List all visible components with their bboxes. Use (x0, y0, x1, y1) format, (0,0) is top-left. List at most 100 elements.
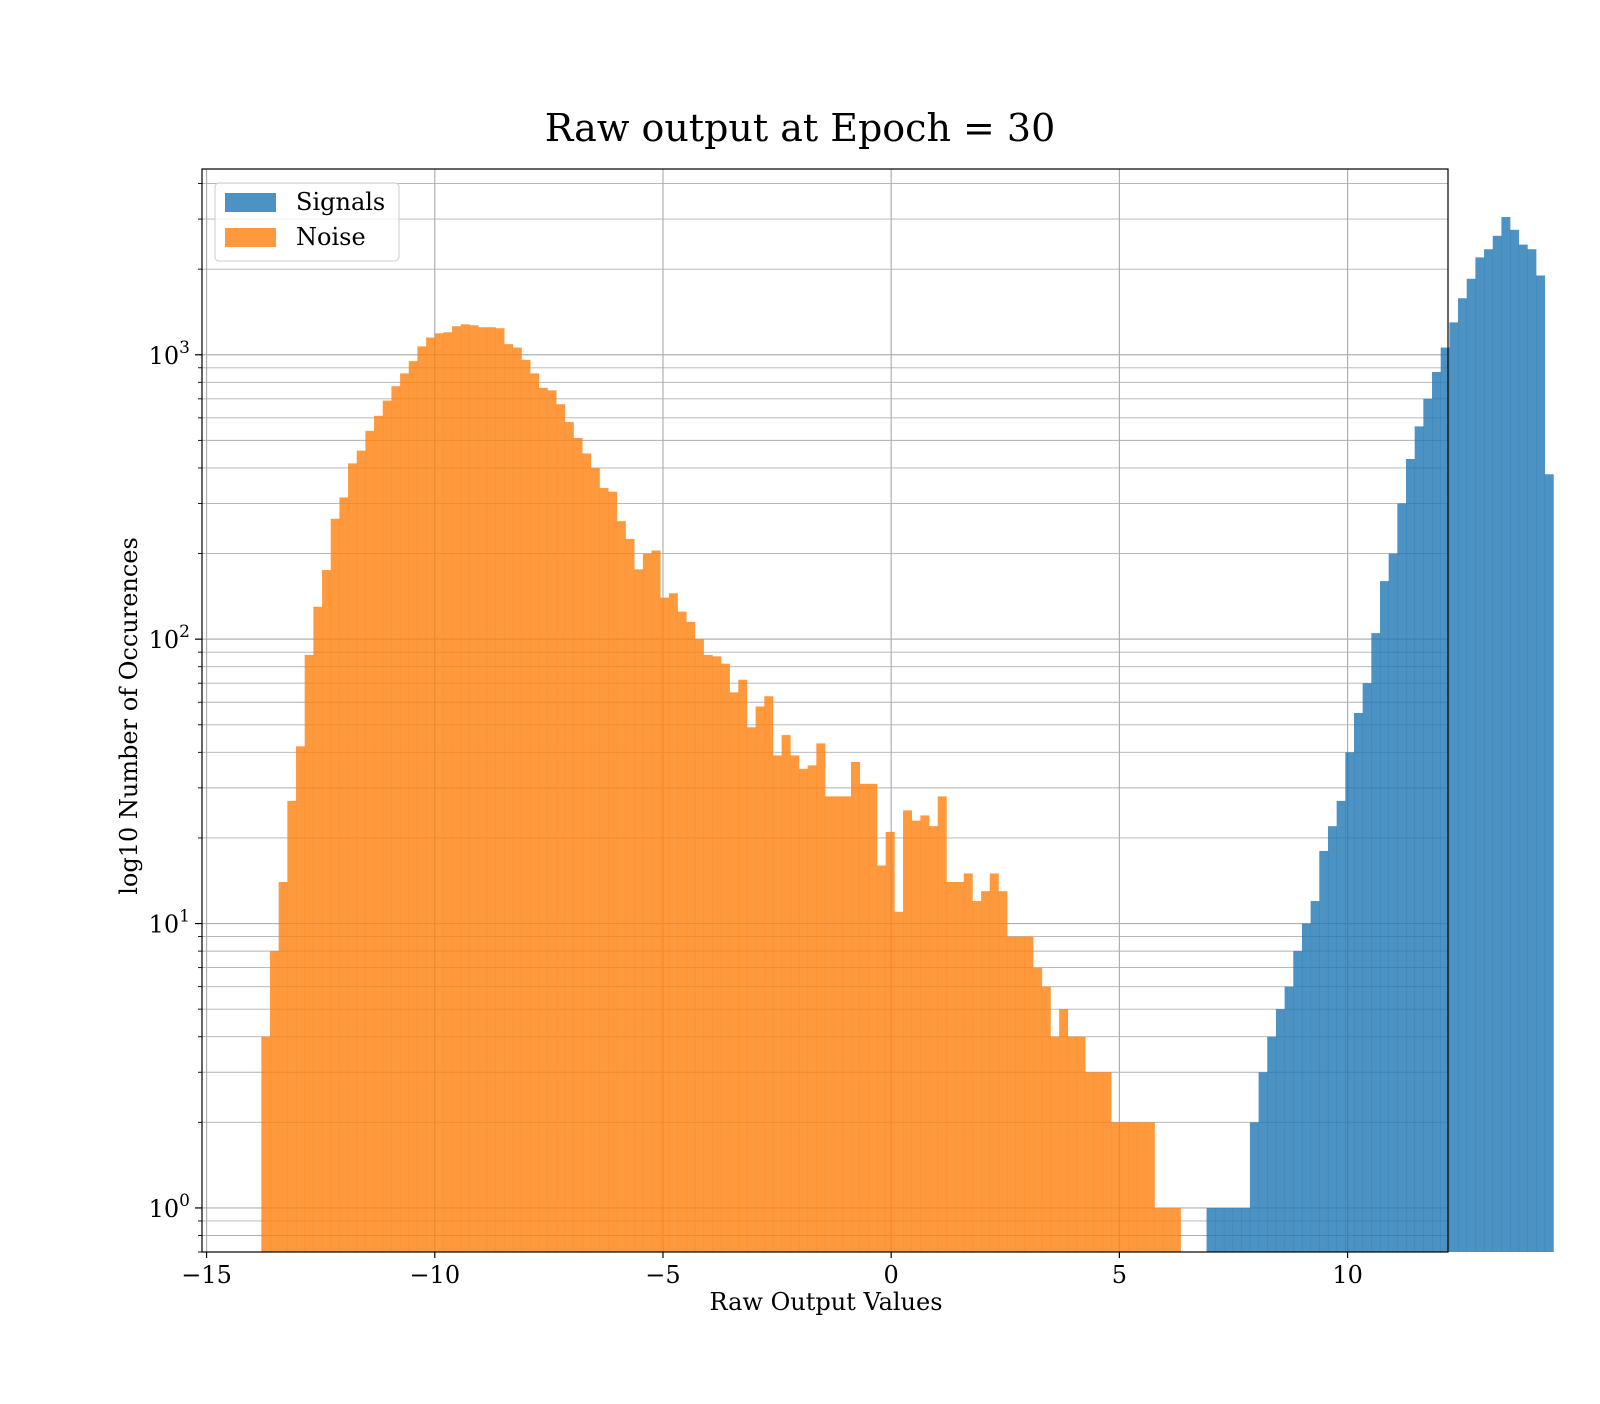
bar-noise (270, 951, 279, 1252)
bar-noise (981, 891, 991, 1252)
bar-signals (1501, 217, 1511, 1252)
bar-noise (504, 344, 514, 1252)
bar-noise (946, 881, 956, 1252)
y-axis-label: log10 Number of Occurences (115, 537, 143, 895)
bar-noise (1024, 936, 1034, 1252)
bar-noise (261, 1036, 271, 1252)
bar-noise (1119, 1122, 1129, 1252)
bar-noise (1111, 1122, 1121, 1252)
bar-noise (582, 453, 592, 1252)
bar-noise (417, 346, 427, 1252)
y-axis: 100 101 102 103 (149, 183, 202, 1253)
bar-noise (1007, 936, 1017, 1252)
bar-noise (868, 783, 878, 1252)
bar-signals (1379, 581, 1389, 1252)
bar-noise (790, 755, 800, 1252)
bar-signals (1293, 951, 1303, 1252)
bar-signals (1475, 257, 1485, 1252)
legend-swatch-signals (225, 193, 276, 212)
bar-noise (426, 337, 436, 1253)
bar-noise (1128, 1122, 1138, 1252)
x-tick-label: 10 (1332, 1261, 1363, 1289)
bar-noise (530, 373, 540, 1252)
x-tick-label: −10 (409, 1261, 460, 1289)
bar-noise (772, 755, 782, 1252)
bar-signals (1284, 986, 1294, 1252)
bar-noise (1085, 1072, 1095, 1252)
bar-signals (1423, 398, 1433, 1252)
bar-noise (512, 347, 522, 1252)
bar-noise (651, 550, 661, 1252)
bar-signals (1258, 1072, 1268, 1252)
bar-noise (634, 569, 644, 1252)
bar-noise (833, 796, 843, 1252)
bar-signals (1544, 474, 1554, 1252)
bar-noise (1050, 1036, 1060, 1252)
bar-noise (469, 325, 479, 1252)
bar-noise (590, 467, 600, 1252)
bar-signals (1406, 459, 1415, 1252)
bar-signals (1492, 235, 1502, 1253)
bar-signals (1275, 1009, 1285, 1252)
bar-noise (703, 654, 713, 1252)
bar-noise (781, 735, 791, 1252)
bar-noise (599, 488, 609, 1253)
bar-noise (825, 796, 834, 1252)
bar-signals (1327, 826, 1337, 1252)
bar-noise (452, 326, 462, 1252)
series-noise (261, 324, 1181, 1253)
bar-signals (1353, 713, 1363, 1252)
bar-noise (625, 539, 635, 1252)
bar-noise (374, 415, 384, 1252)
series-signals (1206, 217, 1554, 1253)
bar-noise (616, 521, 626, 1252)
bar-noise (660, 597, 670, 1252)
bar-noise (911, 820, 921, 1252)
bar-noise (348, 463, 358, 1253)
bar-noise (859, 783, 869, 1252)
histogram-bars (261, 217, 1554, 1253)
bar-noise (764, 696, 774, 1252)
bar-noise (1102, 1072, 1112, 1252)
bar-signals (1319, 850, 1329, 1252)
bar-signals (1215, 1207, 1225, 1252)
bar-noise (738, 679, 748, 1252)
bar-signals (1397, 503, 1407, 1252)
bar-signals (1432, 371, 1441, 1253)
bar-signals (1336, 800, 1346, 1252)
legend-swatch-noise (225, 228, 276, 247)
bar-signals (1301, 923, 1311, 1252)
x-axis-label: Raw Output Values (709, 1288, 942, 1316)
chart-title: Raw output at Epoch = 30 (545, 106, 1056, 150)
bar-noise (1041, 986, 1051, 1252)
bar-noise (608, 491, 618, 1252)
bar-signals (1449, 322, 1459, 1252)
bar-noise (521, 359, 531, 1253)
y-tick-label: 102 (149, 622, 190, 654)
bar-noise (989, 873, 999, 1252)
bar-noise (1067, 1036, 1077, 1252)
bar-noise (755, 706, 765, 1252)
bar-noise (365, 430, 375, 1252)
legend-label-noise: Noise (296, 223, 366, 251)
bar-noise (1059, 1009, 1069, 1252)
bar-noise (1145, 1122, 1155, 1252)
bar-noise (304, 654, 314, 1252)
bar-signals (1388, 553, 1398, 1252)
bar-noise (894, 911, 904, 1252)
bar-noise (391, 386, 401, 1252)
bar-noise (712, 656, 722, 1252)
bar-noise (296, 746, 305, 1252)
bar-noise (955, 881, 965, 1252)
bar-signals (1414, 426, 1424, 1253)
bar-noise (903, 810, 913, 1252)
bar-noise (929, 826, 939, 1252)
bar-noise (746, 727, 756, 1252)
bar-noise (547, 390, 557, 1252)
plot-frame (201, 168, 1449, 1253)
bar-noise (877, 865, 887, 1252)
x-tick-label: 5 (1112, 1261, 1127, 1289)
bar-noise (278, 881, 288, 1252)
bar-signals (1458, 298, 1468, 1253)
bar-noise (287, 800, 297, 1252)
